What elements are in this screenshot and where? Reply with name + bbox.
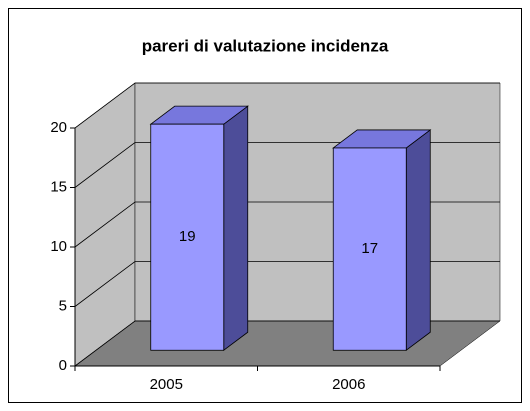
y-tick-label: 0 xyxy=(59,357,67,374)
x-tick-label: 2006 xyxy=(332,376,365,393)
floor xyxy=(74,320,501,367)
x-tick-label: 2005 xyxy=(150,376,183,393)
value-label: 17 xyxy=(361,240,378,257)
y-tick-label: 5 xyxy=(59,297,67,314)
bar-side xyxy=(223,105,249,352)
bar xyxy=(150,123,225,351)
bar xyxy=(332,147,407,351)
chart-title: pareri di valutazione incidenza xyxy=(142,36,389,55)
y-tick-label: 10 xyxy=(50,238,67,255)
value-label: 19 xyxy=(179,228,196,245)
y-tick-label: 15 xyxy=(50,178,67,195)
bar-side xyxy=(405,129,431,352)
grid-line xyxy=(74,82,500,129)
y-tick-label: 20 xyxy=(50,119,67,136)
